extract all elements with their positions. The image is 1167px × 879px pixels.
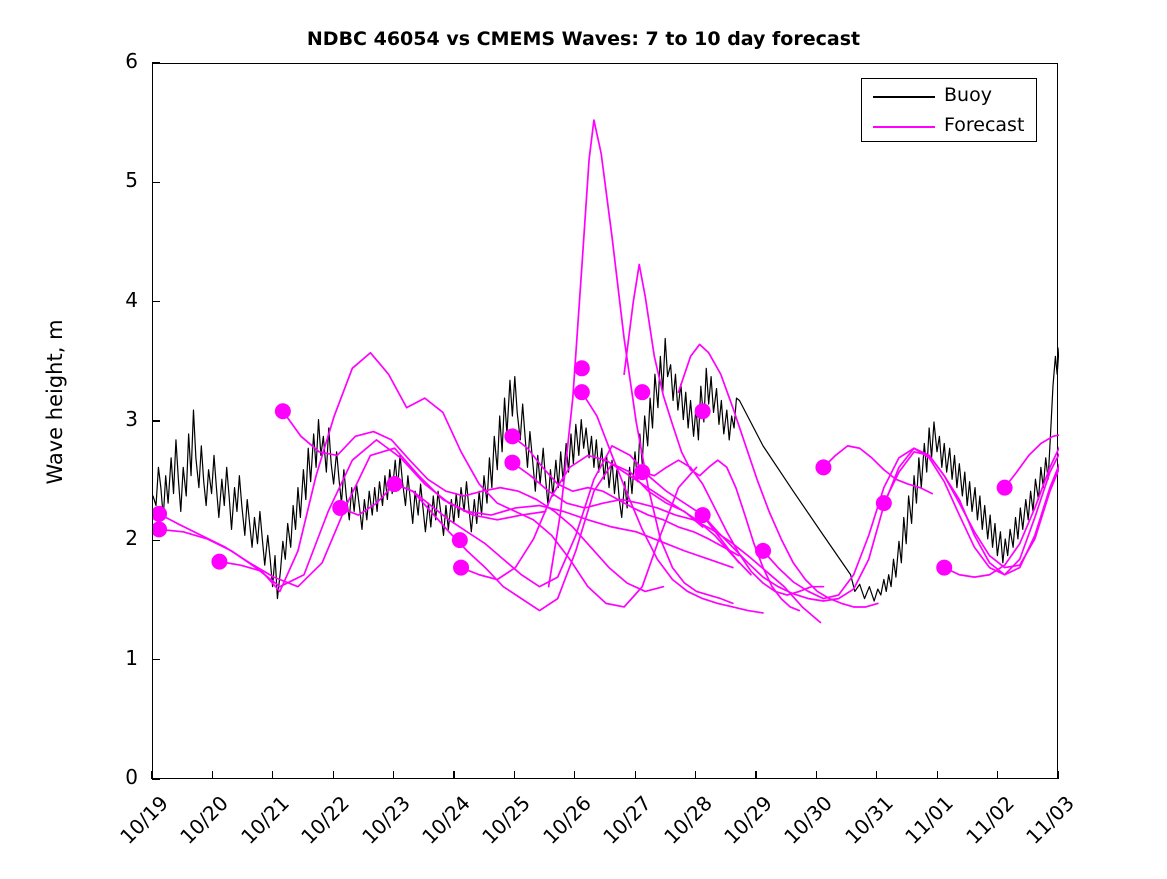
y-tick-label: 5 — [125, 168, 138, 193]
x-tick-label: 11/03 — [1021, 791, 1079, 849]
legend-item-buoy: Buoy — [862, 81, 1038, 113]
chart-canvas — [153, 119, 1059, 624]
forecast-start-marker — [573, 360, 590, 377]
legend-item-forecast: Forecast — [862, 111, 1038, 143]
forecast-start-marker — [573, 384, 590, 401]
y-tick-label: 4 — [125, 287, 138, 312]
x-tick-label: 10/27 — [598, 791, 657, 849]
x-tick-label: 10/22 — [296, 791, 355, 849]
forecast-start-marker — [504, 454, 521, 471]
x-tick-label: 10/21 — [236, 791, 294, 849]
chart-legend: Buoy Forecast — [861, 78, 1037, 142]
x-tick-label: 10/25 — [477, 791, 536, 849]
forecast-series-line — [393, 445, 740, 588]
x-tick-label: 11/01 — [900, 791, 959, 849]
forecast-series-line — [762, 447, 1059, 600]
y-tick-label: 1 — [125, 645, 138, 670]
forecast-start-marker — [815, 459, 832, 476]
x-tick-label: 10/28 — [658, 791, 717, 849]
page-title: NDBC 46054 vs CMEMS Waves: 7 to 10 day f… — [306, 28, 861, 50]
y-tick-label: 3 — [125, 407, 138, 431]
forecast-series-line — [511, 461, 822, 624]
forecast-series-line — [677, 343, 879, 608]
forecast-start-marker — [332, 499, 349, 516]
legend-label-forecast: Forecast — [944, 114, 1025, 136]
forecast-series-line — [218, 351, 698, 608]
forecast-start-marker — [875, 495, 892, 512]
forecast-start-marker — [694, 507, 711, 524]
forecast-start-marker — [386, 476, 403, 493]
legend-swatch-buoy — [873, 96, 935, 98]
y-axis-label: Wave height, m — [43, 319, 67, 485]
forecast-series-line — [701, 447, 1059, 602]
x-tick-label: 10/30 — [779, 791, 838, 849]
x-tick-label: 10/31 — [840, 791, 898, 849]
forecast-start-marker — [996, 479, 1013, 496]
x-tick-label: 10/23 — [356, 791, 415, 849]
forecast-series-line — [822, 445, 934, 495]
forecast-start-marker — [504, 428, 521, 445]
forecast-start-marker — [453, 559, 470, 576]
legend-label-buoy: Buoy — [944, 84, 992, 106]
forecast-start-marker — [153, 521, 168, 538]
buoy-series-line — [153, 337, 1059, 602]
forecast-series-line — [282, 410, 665, 593]
y-tick-label: 6 — [125, 49, 138, 73]
forecast-start-marker — [634, 464, 651, 481]
forecast-start-marker — [274, 403, 291, 420]
x-tick-label: 10/20 — [175, 791, 234, 849]
y-tick-label: 2 — [125, 526, 138, 551]
forecast-start-marker — [755, 542, 772, 559]
x-tick-label: 10/26 — [538, 791, 596, 849]
x-tick-label: 11/02 — [960, 791, 1019, 849]
legend-swatch-forecast — [873, 126, 935, 128]
x-tick-label: 10/29 — [719, 791, 777, 849]
forecast-series-line — [1003, 434, 1059, 489]
forecast-series-line — [623, 263, 801, 612]
forecast-series-line — [943, 445, 1059, 578]
forecast-start-marker — [153, 505, 168, 522]
forecast-series-line — [580, 391, 764, 614]
forecast-start-marker — [634, 384, 651, 401]
x-tick-label: 10/24 — [417, 791, 475, 849]
forecast-start-marker — [451, 532, 468, 549]
forecast-series-line — [511, 435, 740, 557]
forecast-start-marker — [211, 553, 228, 570]
forecast-start-marker — [694, 403, 711, 420]
x-tick-label: 10/19 — [115, 791, 173, 849]
forecast-series-line — [547, 119, 734, 605]
forecast-start-marker — [936, 559, 953, 576]
forecast-series-line — [158, 439, 547, 588]
forecast-series-line — [882, 450, 1059, 569]
plot-area — [152, 63, 1059, 779]
y-tick-label: 0 — [125, 765, 138, 789]
